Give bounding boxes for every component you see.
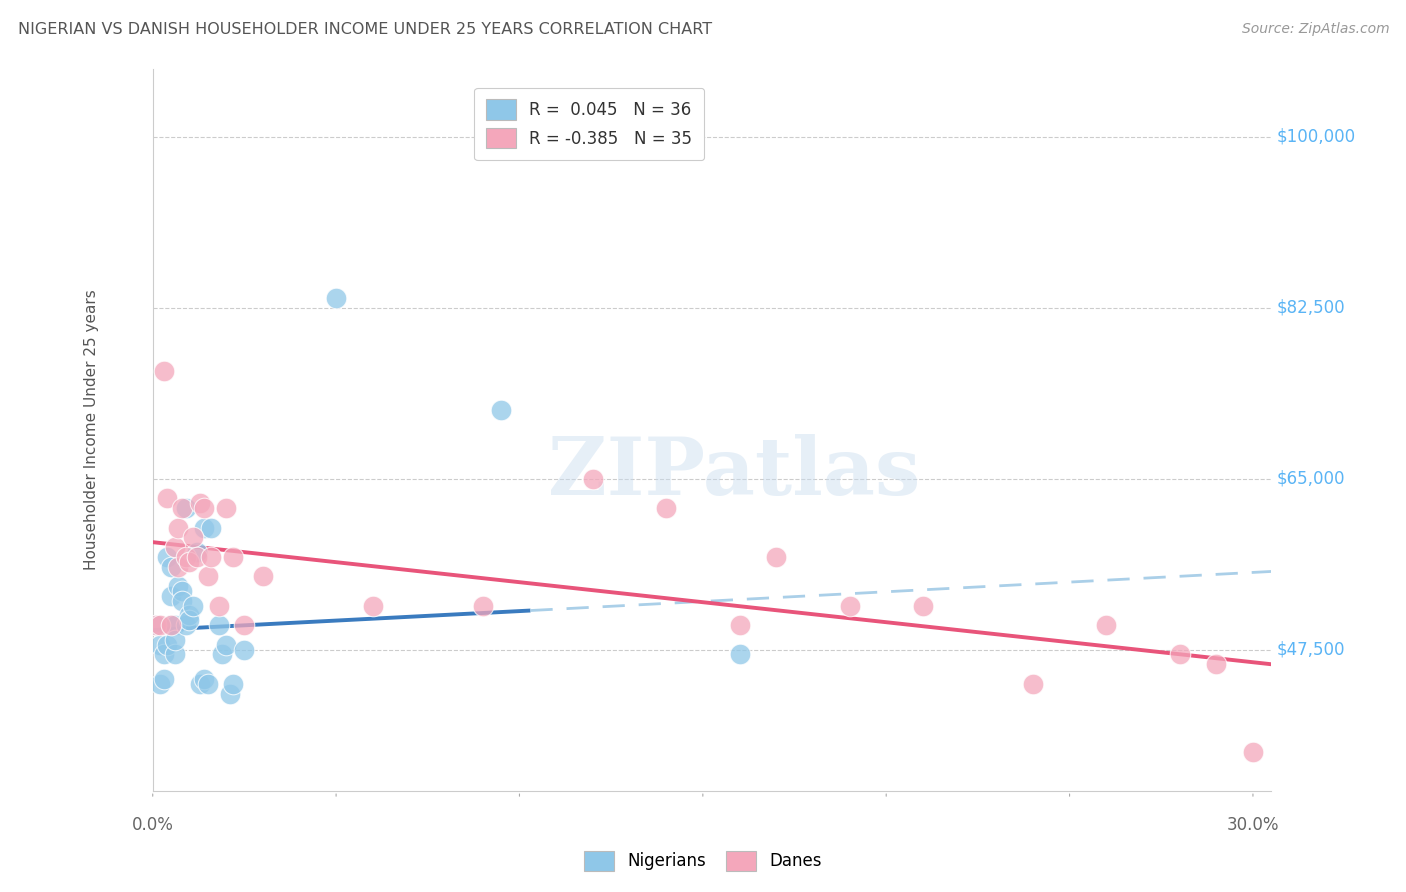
Point [149,618,172,632]
Point [1168,648,1191,662]
Point [233,618,256,632]
Text: NIGERIAN VS DANISH HOUSEHOLDER INCOME UNDER 25 YEARS CORRELATION CHART: NIGERIAN VS DANISH HOUSEHOLDER INCOME UN… [18,22,713,37]
Point [163,648,186,662]
Point [765,549,787,564]
Text: $100,000: $100,000 [1277,128,1355,146]
Point [167,579,190,593]
Point [200,520,222,534]
Point [160,618,183,632]
Point [489,403,512,417]
Point [174,549,197,564]
Point [728,618,751,632]
Point [170,593,193,607]
Point [179,608,201,623]
Point [190,677,212,691]
Point [325,291,347,305]
Text: Householder Income Under 25 years: Householder Income Under 25 years [84,290,98,570]
Point [167,559,190,574]
Text: $65,000: $65,000 [1277,470,1346,488]
Point [186,549,208,564]
Point [160,618,183,632]
Point [163,540,186,554]
Point [181,599,204,613]
Point [152,648,174,662]
Point [152,672,174,686]
Point [174,618,197,632]
Point [1205,657,1227,672]
Point [167,520,190,534]
Point [838,599,860,613]
Point [222,677,245,691]
Point [156,491,179,506]
Point [1095,618,1118,632]
Point [193,520,215,534]
Point [163,632,186,647]
Point [186,545,208,559]
Point [1022,677,1045,691]
Point [174,500,197,515]
Point [149,638,172,652]
Point [233,642,256,657]
Point [156,549,179,564]
Point [471,599,494,613]
Point [211,648,233,662]
Text: ZIPatlas: ZIPatlas [548,434,921,512]
Point [911,599,934,613]
Point [149,677,172,691]
Point [1241,745,1264,759]
Point [222,549,245,564]
Legend: R =  0.045   N = 36, R = -0.385   N = 35: R = 0.045 N = 36, R = -0.385 N = 35 [474,87,704,160]
Text: 30.0%: 30.0% [1226,815,1279,834]
Point [193,500,215,515]
Point [145,618,167,632]
Point [170,584,193,599]
Point [190,496,212,510]
Point [170,500,193,515]
Point [215,638,238,652]
Point [218,687,240,701]
Point [181,530,204,544]
Point [208,618,231,632]
Point [728,648,751,662]
Point [361,599,384,613]
Text: $47,500: $47,500 [1277,640,1346,658]
Point [160,559,183,574]
Point [193,672,215,686]
Point [145,618,167,632]
Point [152,364,174,378]
Legend: Nigerians, Danes: Nigerians, Danes [575,842,831,880]
Point [208,599,231,613]
Point [197,569,219,583]
Text: $82,500: $82,500 [1277,299,1346,317]
Point [179,613,201,627]
Point [197,677,219,691]
Point [156,638,179,652]
Point [215,500,238,515]
Point [163,618,186,632]
Point [179,555,201,569]
Text: 0.0%: 0.0% [132,815,174,834]
Point [200,549,222,564]
Point [160,589,183,603]
Point [582,472,605,486]
Point [655,500,678,515]
Text: Source: ZipAtlas.com: Source: ZipAtlas.com [1241,22,1389,37]
Point [252,569,274,583]
